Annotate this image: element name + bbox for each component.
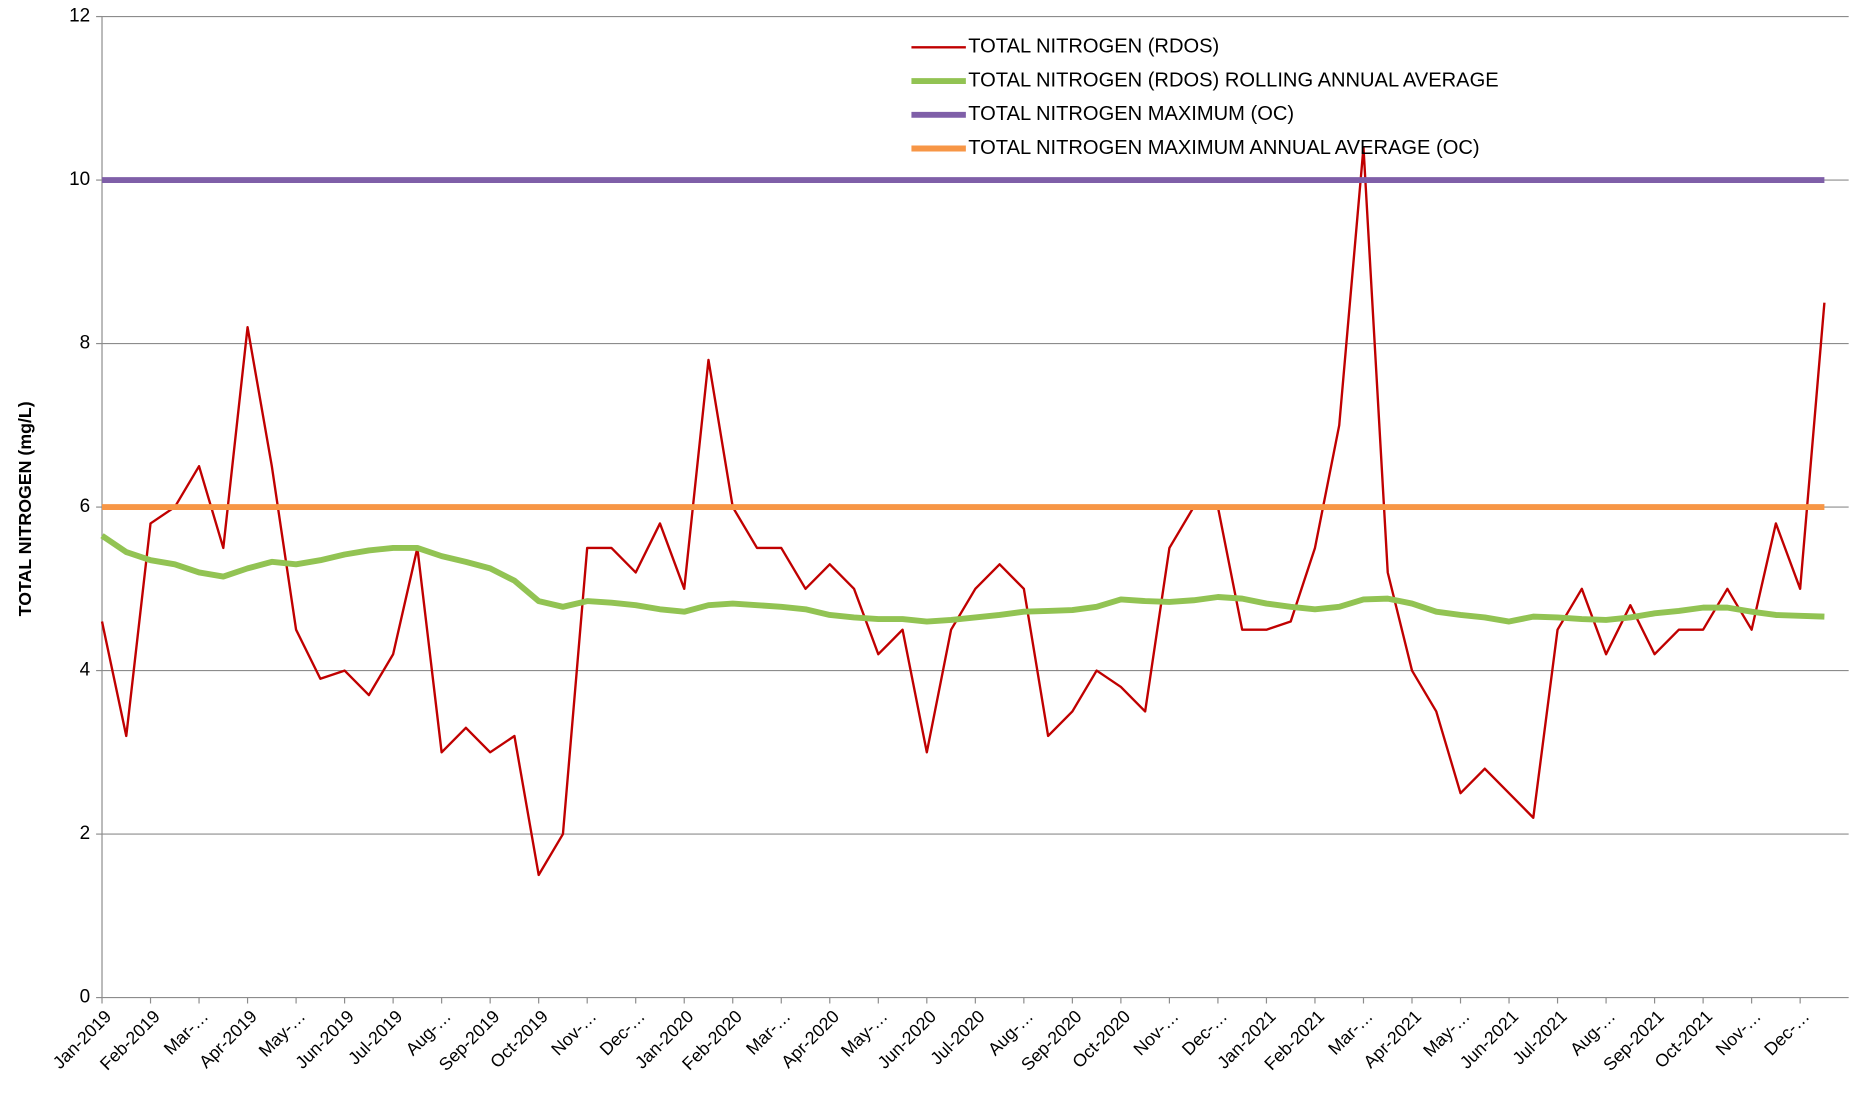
legend-label: TOTAL NITROGEN MAXIMUM ANNUAL AVERAGE (O…	[968, 137, 1479, 159]
y-tick-label: 12	[69, 6, 90, 27]
x-tick-label: Jul-2019	[344, 1006, 406, 1068]
y-tick-label: 2	[80, 823, 91, 844]
x-tick-label: Jul-2020	[926, 1006, 988, 1068]
y-tick-label: 6	[80, 496, 91, 517]
x-tick-label: Jul-2021	[1509, 1006, 1571, 1068]
legend-label: TOTAL NITROGEN (RDOS)	[968, 36, 1219, 58]
x-tick-label: Nov-…	[1712, 1006, 1765, 1059]
series-line	[100, 146, 1826, 877]
legend-label: TOTAL NITROGEN MAXIMUM (OC)	[968, 103, 1294, 125]
x-tick-label: Nov-…	[1129, 1006, 1182, 1059]
y-tick-label: 8	[80, 333, 91, 354]
x-tick-label: Dec-…	[1760, 1006, 1813, 1059]
y-tick-label: 0	[80, 987, 91, 1008]
legend-label: TOTAL NITROGEN (RDOS) ROLLING ANNUAL AVE…	[968, 69, 1498, 91]
x-tick-label: Nov-…	[547, 1006, 600, 1059]
series-line	[100, 533, 1825, 625]
y-tick-label: 4	[80, 660, 91, 681]
y-tick-label: 10	[69, 169, 90, 190]
y-axis-label: TOTAL NITROGEN (mg/L)	[15, 401, 35, 616]
